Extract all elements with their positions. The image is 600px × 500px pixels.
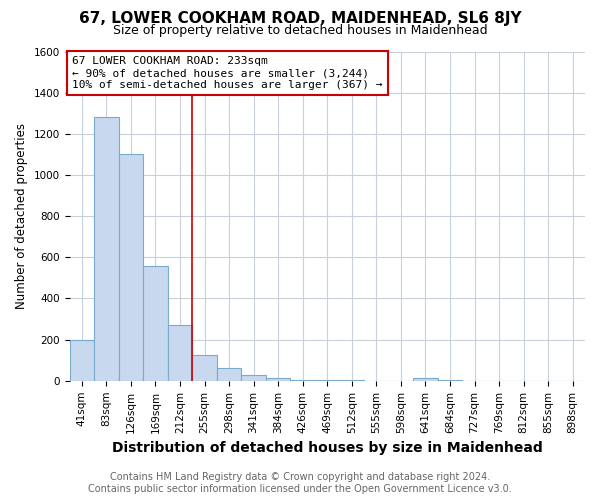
Text: Size of property relative to detached houses in Maidenhead: Size of property relative to detached ho…	[113, 24, 487, 37]
Bar	[94, 118, 119, 381]
Bar	[315, 380, 340, 381]
Bar	[290, 380, 315, 381]
Text: 67 LOWER COOKHAM ROAD: 233sqm
← 90% of detached houses are smaller (3,244)
10% o: 67 LOWER COOKHAM ROAD: 233sqm ← 90% of d…	[72, 56, 383, 90]
Bar	[241, 374, 266, 381]
Y-axis label: Number of detached properties: Number of detached properties	[15, 123, 28, 309]
Bar	[266, 378, 290, 381]
Bar	[143, 266, 168, 381]
Bar	[168, 325, 192, 381]
Text: Contains HM Land Registry data © Crown copyright and database right 2024.
Contai: Contains HM Land Registry data © Crown c…	[88, 472, 512, 494]
Bar	[119, 154, 143, 381]
Text: 67, LOWER COOKHAM ROAD, MAIDENHEAD, SL6 8JY: 67, LOWER COOKHAM ROAD, MAIDENHEAD, SL6 …	[79, 11, 521, 26]
Bar	[192, 355, 217, 381]
Bar	[70, 340, 94, 381]
Bar	[217, 368, 241, 381]
X-axis label: Distribution of detached houses by size in Maidenhead: Distribution of detached houses by size …	[112, 441, 542, 455]
Bar	[413, 378, 438, 381]
